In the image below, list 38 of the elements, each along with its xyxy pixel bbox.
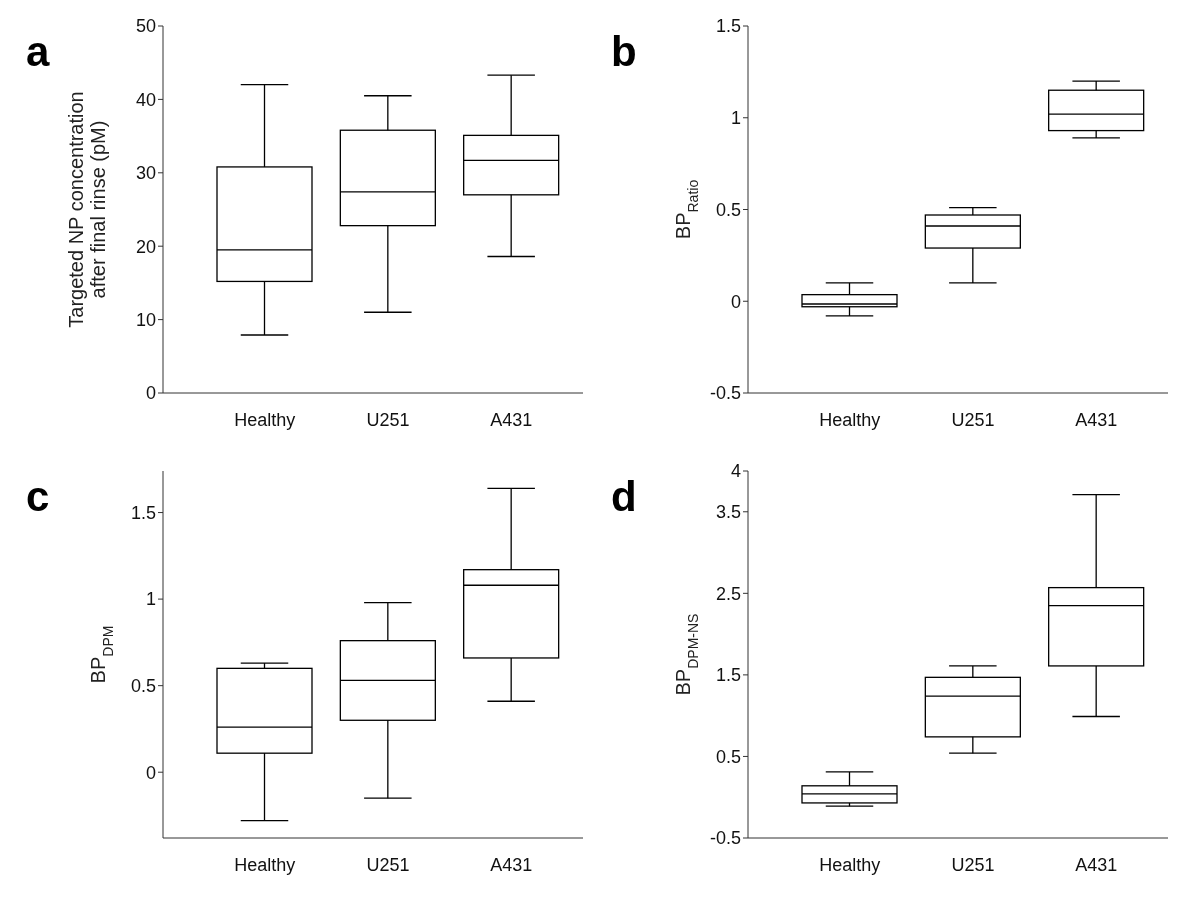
- y-tick-label: 1.5: [715, 16, 741, 37]
- x-tick-label: U251: [366, 409, 410, 430]
- y-tick-label: -0.5: [709, 383, 741, 404]
- y-tick-label: 3.5: [715, 502, 741, 523]
- x-tick-label: Healthy: [819, 854, 881, 875]
- y-tick-label: 40: [135, 89, 156, 110]
- x-tick-label: U251: [366, 854, 410, 875]
- y-tick-label: 0: [145, 383, 156, 404]
- y-tick-label: 4: [730, 461, 741, 482]
- y-tick-label: 1.5: [715, 665, 741, 686]
- x-tick-label: A431: [490, 854, 533, 875]
- y-tick-label: 1: [730, 108, 741, 129]
- x-tick-label: A431: [1075, 854, 1118, 875]
- y-tick-label: 30: [135, 163, 156, 184]
- y-tick-label: 10: [135, 309, 156, 330]
- y-tick-label: 0.5: [130, 676, 156, 697]
- y-tick-label: 0.5: [715, 746, 741, 767]
- x-tick-label: U251: [951, 409, 995, 430]
- y-tick-label: -0.5: [709, 828, 741, 849]
- x-tick-label: Healthy: [819, 409, 881, 430]
- chart-title: b: [611, 28, 637, 76]
- x-tick-label: Healthy: [234, 854, 296, 875]
- chart-title: c: [26, 473, 50, 521]
- y-tick-label: 2.5: [715, 583, 741, 604]
- y-tick-label: 1.5: [130, 502, 156, 523]
- x-tick-label: Healthy: [234, 409, 296, 430]
- y-tick-label: 0: [730, 291, 741, 312]
- y-tick-label: 0.5: [715, 199, 741, 220]
- y-tick-label: 20: [135, 236, 156, 257]
- chart-title: a: [26, 28, 50, 76]
- x-tick-label: U251: [951, 854, 995, 875]
- x-tick-label: A431: [490, 409, 533, 430]
- x-tick-label: A431: [1075, 409, 1118, 430]
- y-tick-label: 0: [145, 762, 156, 783]
- y-axis-title: Targeted NP concentration after final rinse (pM): [65, 91, 109, 328]
- chart-title: d: [611, 473, 637, 521]
- y-tick-label: 50: [135, 16, 156, 37]
- y-tick-label: 1: [145, 589, 156, 610]
